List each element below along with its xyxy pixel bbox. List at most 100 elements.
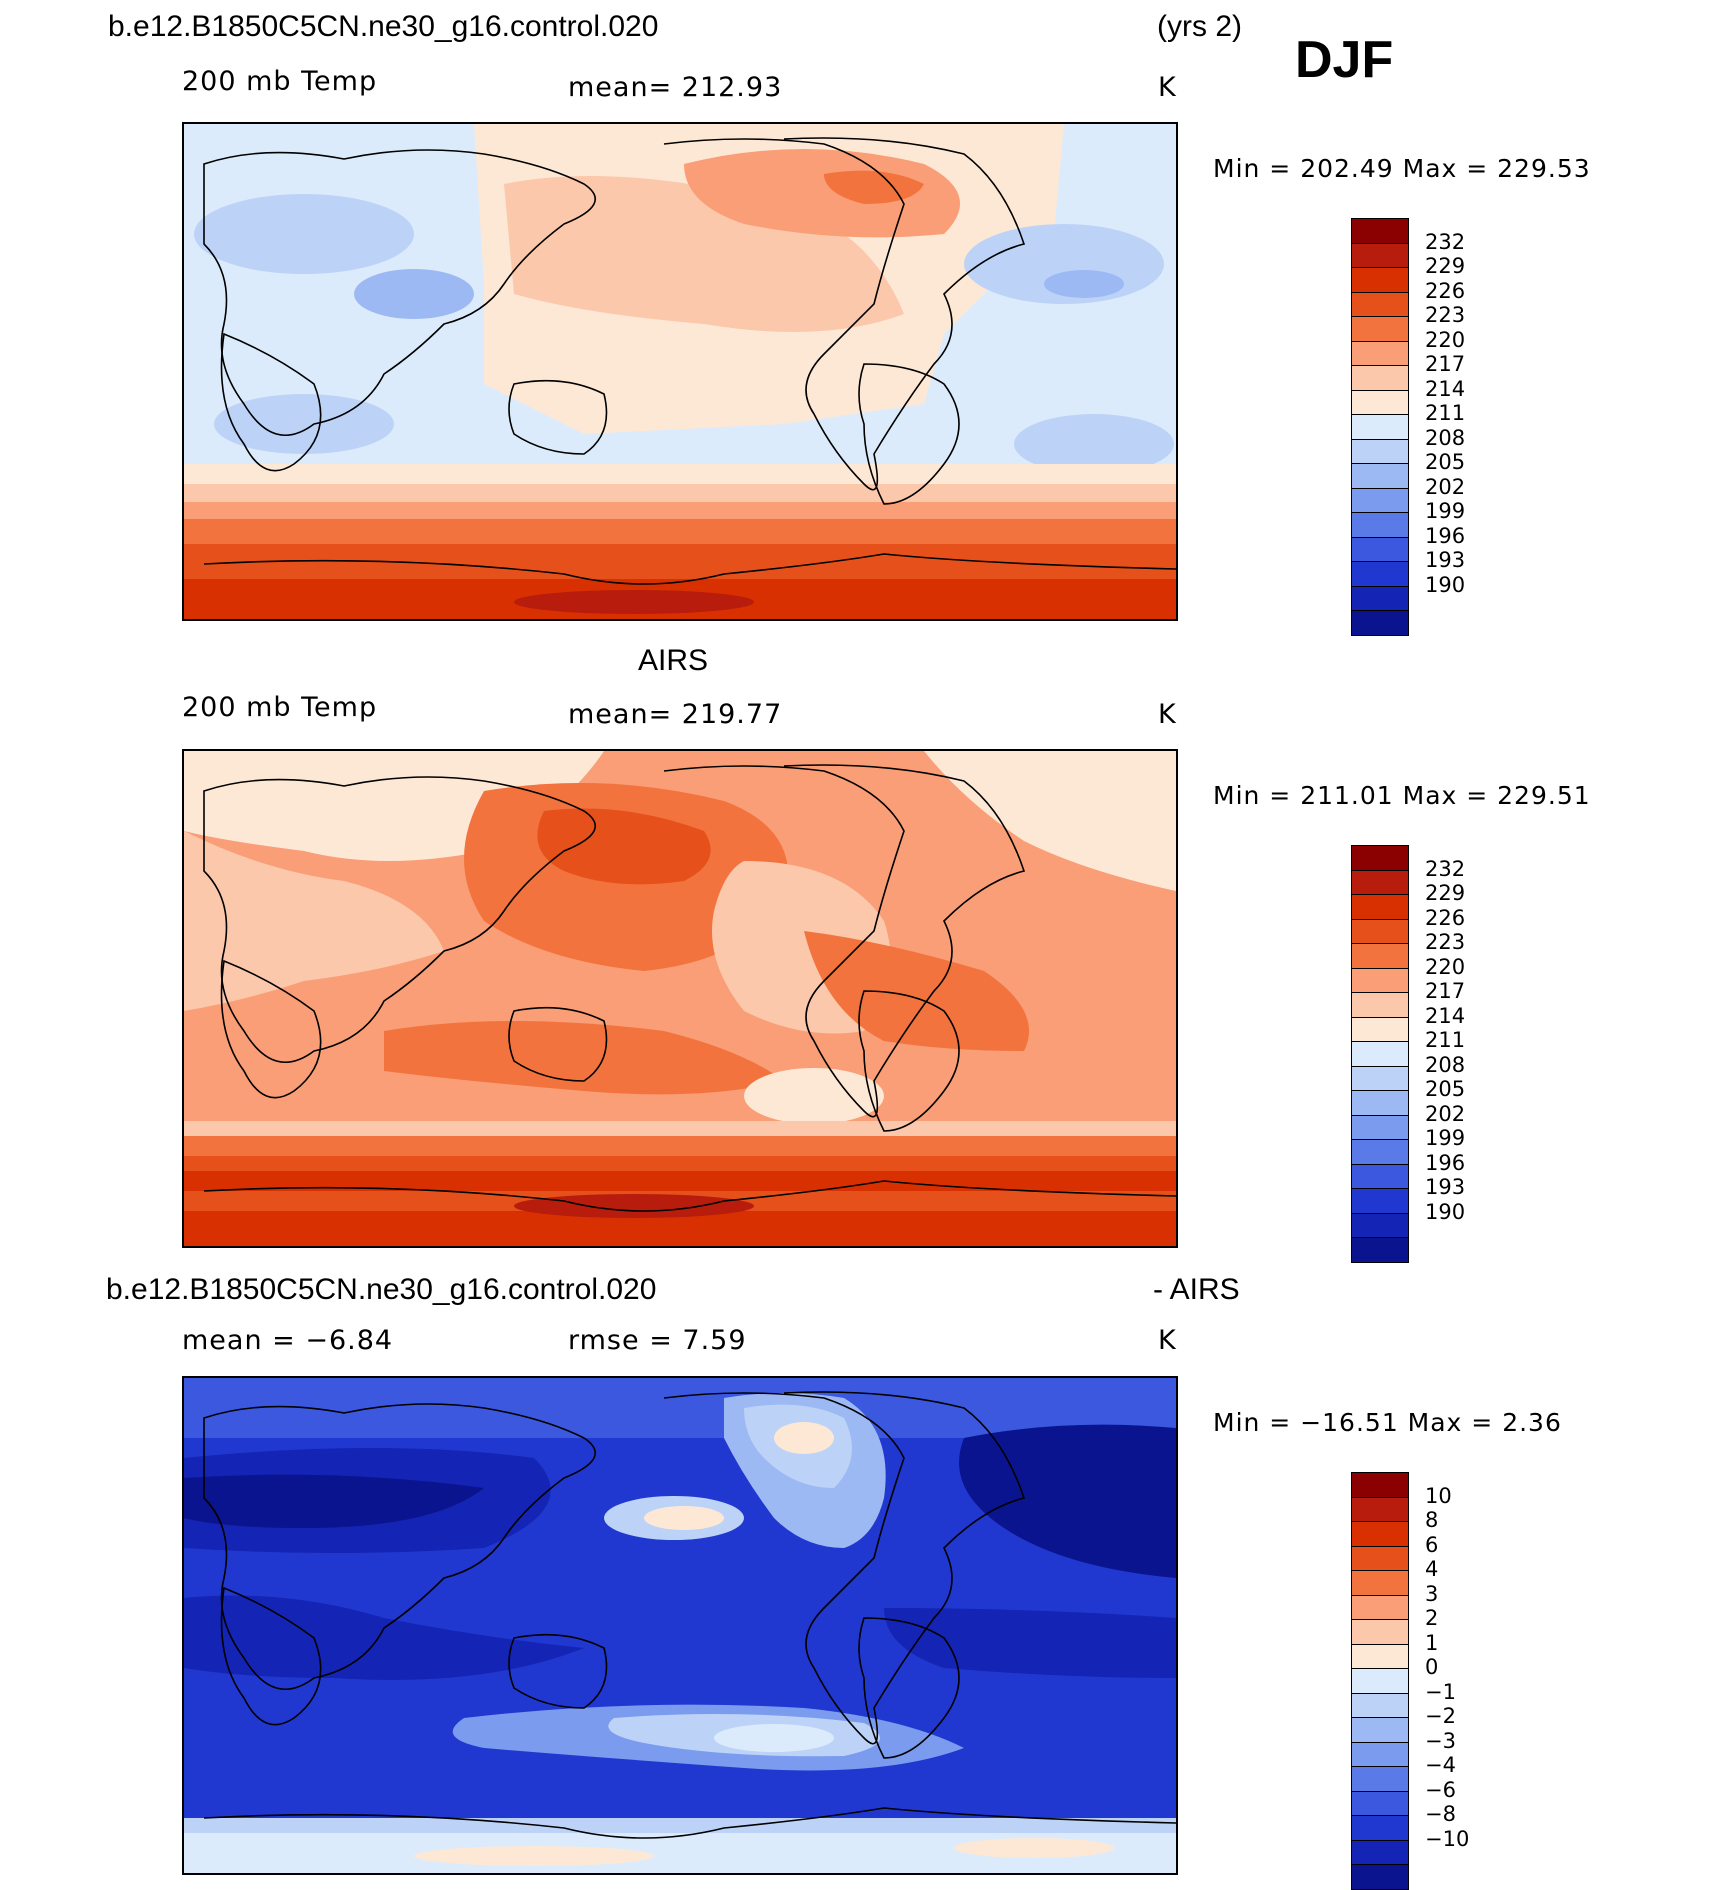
colorbar-swatch [1351,512,1409,538]
colorbar-tick-label: 223 [1425,930,1466,954]
colorbar-swatch [1351,365,1409,391]
colorbar-swatch [1351,340,1409,367]
colorbar-swatch [1351,1864,1409,1890]
colorbar-swatch [1351,1472,1409,1498]
colorbar-swatch [1351,1016,1409,1043]
colorbar-tick-label: 193 [1425,1175,1466,1199]
panel3-title: b.e12.B1850C5CN.ne30_g16.control.020 [106,1273,657,1306]
colorbar-tick-label: 229 [1425,254,1466,278]
years-label: (yrs 2) [1157,10,1242,43]
colorbar-tick-label: 214 [1425,376,1466,401]
colorbar-swatch [1351,585,1409,612]
colorbar-swatch [1351,1619,1409,1645]
colorbar-tick-label: −1 [1425,1679,1456,1704]
colorbar-swatch [1351,1815,1409,1841]
panel3-units: K [1158,1325,1177,1356]
colorbar-swatch [1351,967,1409,994]
colorbar-tick-label: 226 [1425,278,1466,303]
colorbar-swatch [1351,1643,1409,1670]
colorbar-swatch [1351,1139,1409,1165]
colorbar-tick-label: 202 [1425,1101,1466,1126]
colorbar-tick-label: −3 [1425,1728,1456,1753]
colorbar-tick-label: −4 [1425,1753,1456,1777]
colorbar-swatch [1351,918,1409,945]
colorbar-swatch [1351,218,1409,244]
colorbar-tick-label: 199 [1425,1126,1466,1150]
colorbar-tick-label: 190 [1425,572,1466,597]
panel1-colorbar: 232 229 226 223 220 217 214 211 208 205 202 199 196 1… [1351,218,1491,636]
colorbar-tick-label: 10 [1425,1483,1452,1508]
colorbar-tick-label: 232 [1425,856,1466,881]
colorbar-tick-label: 223 [1425,303,1466,327]
colorbar-tick-label: 217 [1425,352,1466,376]
colorbar-tick-label: 196 [1425,1150,1466,1175]
colorbar-swatch [1351,1766,1409,1792]
colorbar-swatch [1351,414,1409,440]
panel2-variable: 200 mb Temp [182,692,378,723]
colorbar-swatch [1351,242,1409,269]
panel2-mean: mean= 219.77 [568,699,783,730]
colorbar-swatch [1351,610,1409,636]
colorbar-tick-label: 226 [1425,905,1466,930]
panel1-variable: 200 mb Temp [182,66,378,97]
colorbar-tick-label: 196 [1425,523,1466,548]
colorbar-tick-label: 214 [1425,1003,1466,1028]
panel2-map [182,749,1178,1248]
colorbar-swatch [1351,487,1409,514]
colorbar-swatch [1351,1839,1409,1866]
colorbar-swatch [1351,1114,1409,1141]
colorbar-tick-label: 2 [1425,1606,1439,1630]
colorbar-swatch [1351,1188,1409,1214]
colorbar-tick-label: −6 [1425,1777,1456,1802]
season-label: DJF [1295,31,1394,89]
colorbar-swatch [1351,267,1409,293]
panel3-title-suffix: - AIRS [1153,1273,1240,1306]
colorbar-tick-label: 208 [1425,1052,1466,1077]
colorbar-tick-label: −8 [1425,1802,1456,1826]
panel2-colorbar: 232 229 226 223 220 217 214 211 208 205 202 199 196 1… [1351,845,1491,1263]
colorbar-swatch [1351,1163,1409,1190]
colorbar-tick-label: 190 [1425,1199,1466,1224]
panel3-colorbar: 10 8 6 4 3 2 1 0 −1 −2 −3 −4 −6 −8 −10 [1351,1472,1491,1890]
colorbar-swatch [1351,438,1409,465]
panel1-map [182,122,1178,621]
colorbar-tick-label: 193 [1425,548,1466,572]
colorbar-tick-label: 3 [1425,1581,1439,1606]
colorbar-tick-label: 232 [1425,229,1466,254]
colorbar-tick-label: −2 [1425,1704,1456,1728]
colorbar-tick-label: −10 [1425,1826,1470,1851]
colorbar-swatch [1351,389,1409,416]
colorbar-swatch [1351,1741,1409,1768]
colorbar-swatch [1351,536,1409,563]
case-name-title: b.e12.B1850C5CN.ne30_g16.control.020 [108,10,659,43]
colorbar-tick-label: 211 [1425,1028,1466,1052]
panel2-minmax: Min = 211.01 Max = 229.51 [1213,781,1591,810]
panel3-map [182,1376,1178,1875]
colorbar-swatch [1351,1212,1409,1239]
panel2-units: K [1158,699,1177,730]
colorbar-swatch [1351,943,1409,969]
colorbar-swatch [1351,869,1409,896]
colorbar-tick-label: 4 [1425,1557,1439,1581]
colorbar-swatch [1351,992,1409,1018]
colorbar-tick-label: 205 [1425,1077,1466,1101]
colorbar-swatch [1351,1594,1409,1621]
panel1-minmax: Min = 202.49 Max = 229.53 [1213,154,1591,183]
colorbar-swatch [1351,1496,1409,1523]
colorbar-tick-label: 1 [1425,1630,1439,1655]
colorbar-tick-label: 208 [1425,425,1466,450]
colorbar-swatch [1351,1668,1409,1694]
colorbar-swatch [1351,1237,1409,1263]
colorbar-swatch [1351,1570,1409,1596]
colorbar-tick-label: 220 [1425,954,1466,979]
colorbar-swatch [1351,561,1409,587]
colorbar-swatch [1351,1065,1409,1092]
colorbar-swatch [1351,1090,1409,1116]
panel2-title: AIRS [638,644,709,677]
colorbar-tick-label: 0 [1425,1655,1439,1679]
colorbar-tick-label: 217 [1425,979,1466,1003]
colorbar-swatch [1351,845,1409,871]
colorbar-tick-label: 8 [1425,1508,1439,1532]
colorbar-tick-label: 6 [1425,1532,1439,1557]
colorbar-tick-label: 211 [1425,401,1466,425]
